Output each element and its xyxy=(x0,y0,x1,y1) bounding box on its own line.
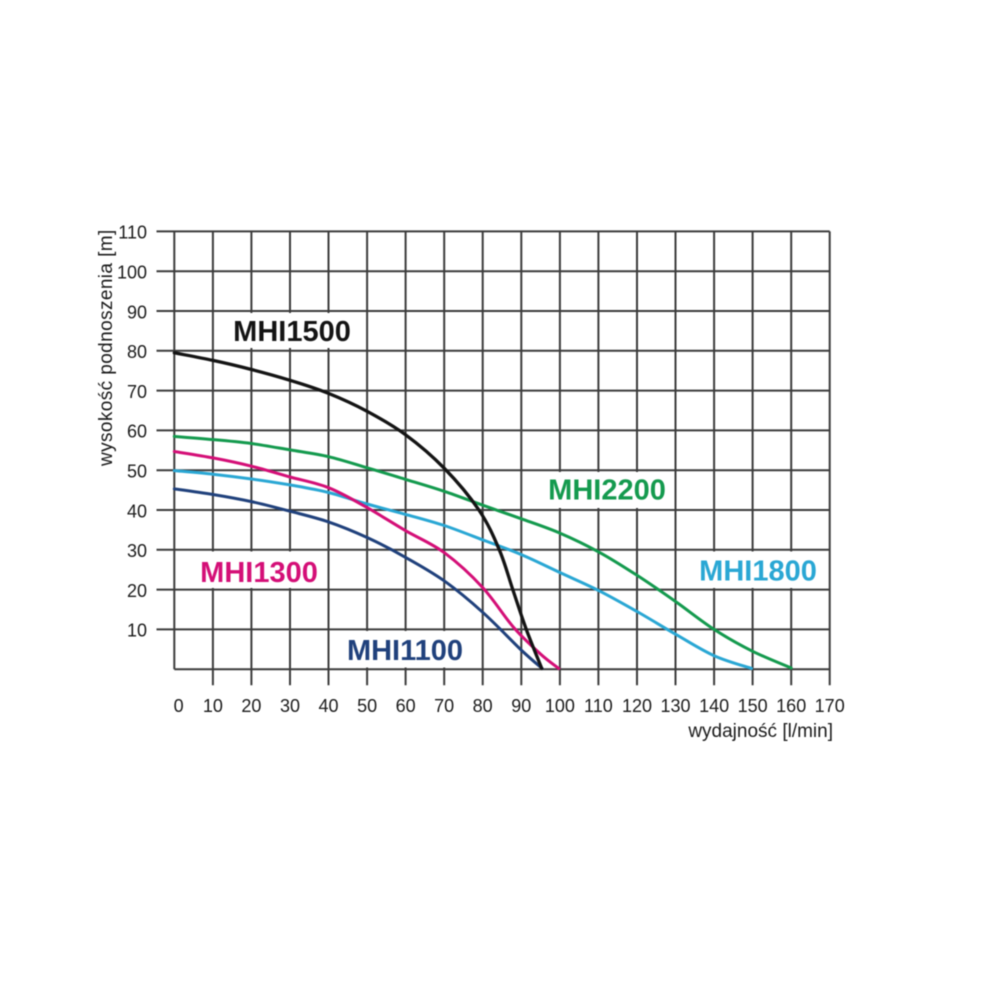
svg-text:10: 10 xyxy=(127,621,147,641)
svg-text:MHI1500: MHI1500 xyxy=(233,316,351,348)
svg-text:20: 20 xyxy=(127,581,147,601)
svg-text:110: 110 xyxy=(584,696,613,716)
svg-text:170: 170 xyxy=(815,696,845,716)
svg-text:20: 20 xyxy=(241,696,261,716)
svg-text:MHI1100: MHI1100 xyxy=(347,635,463,667)
svg-text:30: 30 xyxy=(280,696,300,716)
svg-text:90: 90 xyxy=(511,696,531,716)
svg-text:50: 50 xyxy=(127,462,147,482)
svg-text:110: 110 xyxy=(118,223,147,243)
svg-text:wydajność [l/min]: wydajność [l/min] xyxy=(687,721,833,742)
svg-text:60: 60 xyxy=(396,696,416,716)
svg-text:0: 0 xyxy=(174,696,184,716)
svg-text:120: 120 xyxy=(622,696,652,716)
svg-text:100: 100 xyxy=(117,263,147,283)
svg-text:80: 80 xyxy=(473,696,493,716)
svg-text:40: 40 xyxy=(318,696,338,716)
svg-text:40: 40 xyxy=(127,501,147,521)
svg-text:60: 60 xyxy=(127,422,147,442)
svg-text:50: 50 xyxy=(357,696,377,716)
svg-text:30: 30 xyxy=(127,541,147,561)
svg-text:wysokość podnoszenia [m]: wysokość podnoszenia [m] xyxy=(96,229,117,467)
svg-text:150: 150 xyxy=(738,696,768,716)
svg-text:MHI2200: MHI2200 xyxy=(548,475,666,507)
svg-text:140: 140 xyxy=(699,696,729,716)
svg-text:80: 80 xyxy=(127,342,147,362)
svg-text:90: 90 xyxy=(127,302,147,322)
svg-text:130: 130 xyxy=(660,696,690,716)
svg-text:MHI1300: MHI1300 xyxy=(200,557,318,589)
svg-text:160: 160 xyxy=(776,696,806,716)
svg-text:70: 70 xyxy=(127,382,147,402)
svg-text:100: 100 xyxy=(545,696,575,716)
svg-text:10: 10 xyxy=(203,696,223,716)
svg-text:70: 70 xyxy=(434,696,454,716)
svg-text:MHI1800: MHI1800 xyxy=(699,556,817,588)
